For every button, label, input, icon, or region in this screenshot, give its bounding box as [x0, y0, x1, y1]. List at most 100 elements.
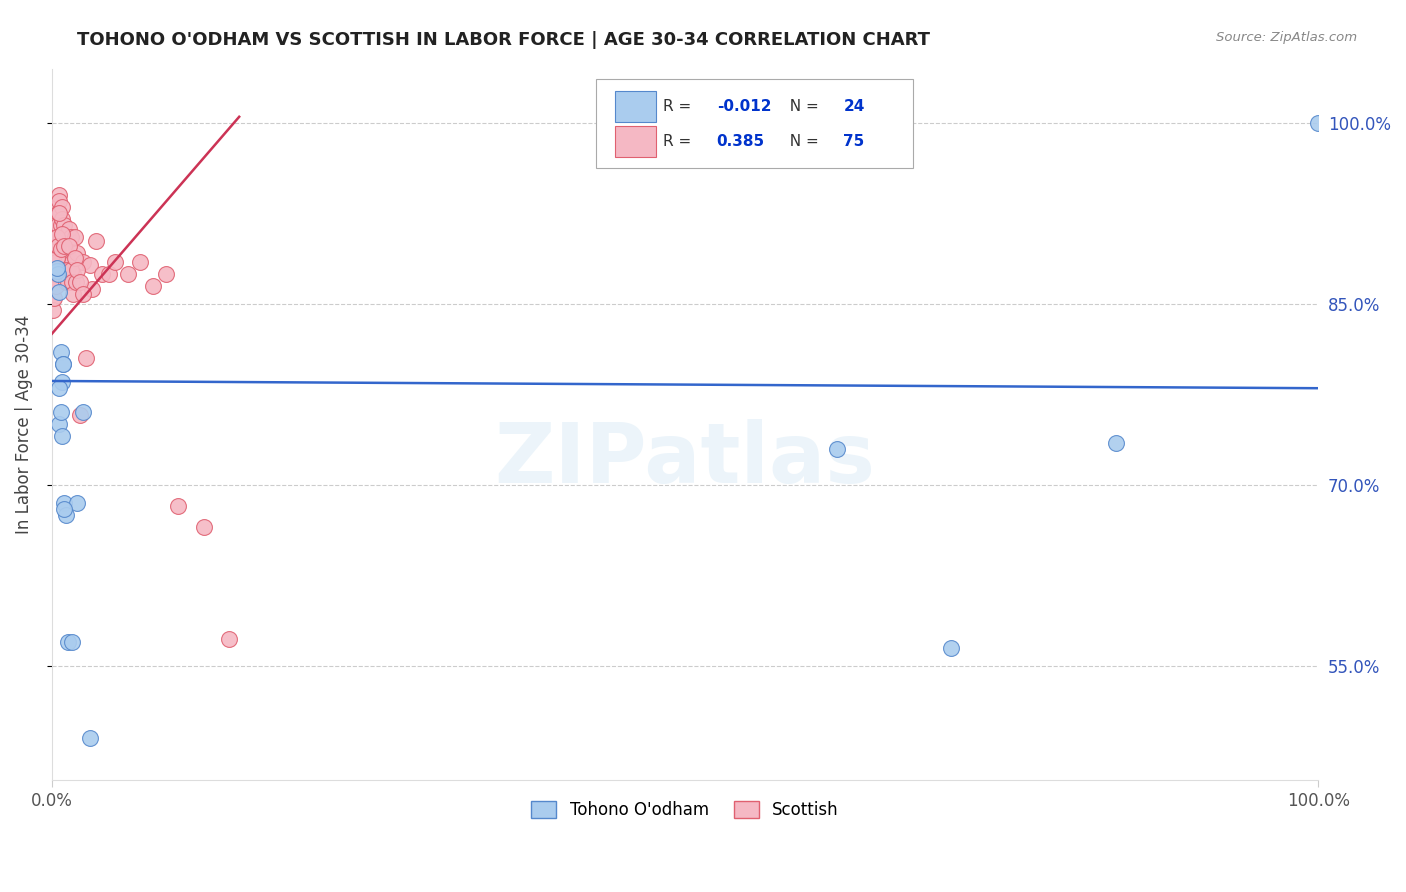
Y-axis label: In Labor Force | Age 30-34: In Labor Force | Age 30-34 [15, 315, 32, 534]
Point [48, 188, 70, 202]
Point [55, 267, 77, 281]
Point [63, 251, 86, 265]
Point [46, 219, 69, 233]
Point [53, 219, 76, 233]
Point [60, 254, 83, 268]
Point [45, 278, 67, 293]
Point [69, 408, 91, 422]
Point [58, 222, 80, 236]
Point [45, 200, 67, 214]
Point [58, 239, 80, 253]
Point [49, 219, 72, 233]
Point [117, 267, 139, 281]
Point [44, 291, 66, 305]
Point [59, 263, 82, 277]
Point [1308, 116, 1330, 130]
Text: -0.012: -0.012 [717, 99, 770, 114]
Point [55, 254, 77, 268]
Point [60, 634, 83, 648]
Point [129, 254, 152, 268]
Point [55, 508, 77, 522]
Point [42, 302, 65, 317]
Point [53, 501, 76, 516]
Point [49, 405, 72, 419]
Point [51, 200, 73, 214]
Point [66, 496, 89, 510]
Text: TOHONO O'ODHAM VS SCOTTISH IN LABOR FORCE | AGE 30-34 CORRELATION CHART: TOHONO O'ODHAM VS SCOTTISH IN LABOR FORC… [77, 31, 931, 49]
Point [52, 357, 75, 371]
FancyBboxPatch shape [616, 91, 655, 122]
Point [58, 275, 80, 289]
Legend: Tohono O'odham, Scottish: Tohono O'odham, Scottish [524, 794, 845, 825]
Point [56, 246, 79, 260]
Point [167, 500, 190, 514]
Point [45, 264, 67, 278]
Point [52, 230, 75, 244]
Point [58, 634, 80, 648]
FancyBboxPatch shape [616, 126, 655, 158]
Point [51, 375, 73, 389]
Point [62, 267, 84, 281]
Point [42, 291, 65, 305]
Point [91, 267, 114, 281]
Point [45, 234, 67, 248]
Text: R =: R = [664, 135, 702, 149]
Point [193, 520, 215, 534]
Text: 0.385: 0.385 [717, 135, 765, 149]
Point [46, 206, 69, 220]
Point [48, 285, 70, 299]
Point [48, 194, 70, 209]
Point [218, 632, 240, 647]
Point [62, 287, 84, 301]
Point [75, 351, 97, 365]
Point [104, 254, 127, 268]
Point [52, 263, 75, 277]
Point [52, 357, 75, 371]
Point [49, 243, 72, 257]
Point [44, 272, 66, 286]
Text: N =: N = [780, 99, 824, 114]
Point [46, 239, 69, 253]
Point [48, 206, 70, 220]
Point [72, 287, 94, 301]
Point [155, 267, 177, 281]
Point [49, 230, 72, 244]
Point [60, 275, 83, 289]
Point [97, 267, 120, 281]
Point [56, 263, 79, 277]
Point [79, 258, 101, 272]
Point [66, 246, 89, 260]
Text: N =: N = [780, 135, 824, 149]
Point [82, 282, 104, 296]
Point [48, 381, 70, 395]
Point [44, 258, 66, 272]
Point [53, 239, 76, 253]
Point [52, 243, 75, 257]
Point [66, 263, 89, 277]
Point [46, 267, 69, 281]
Point [45, 260, 67, 275]
Point [45, 251, 67, 265]
Point [84, 234, 107, 248]
Point [44, 263, 66, 277]
Text: 75: 75 [844, 135, 865, 149]
Point [825, 442, 848, 456]
Point [63, 230, 86, 244]
Point [45, 227, 67, 241]
Text: 24: 24 [844, 99, 865, 114]
Point [53, 243, 76, 257]
Point [51, 212, 73, 227]
Point [55, 275, 77, 289]
Text: R =: R = [664, 99, 696, 114]
Text: ZIPatlas: ZIPatlas [495, 419, 876, 500]
Point [1104, 435, 1126, 450]
Point [142, 278, 165, 293]
Point [42, 278, 65, 293]
Point [49, 345, 72, 359]
Point [58, 254, 80, 268]
Point [69, 275, 91, 289]
Point [48, 417, 70, 432]
Point [53, 496, 76, 510]
Point [45, 243, 67, 257]
Point [51, 429, 73, 443]
